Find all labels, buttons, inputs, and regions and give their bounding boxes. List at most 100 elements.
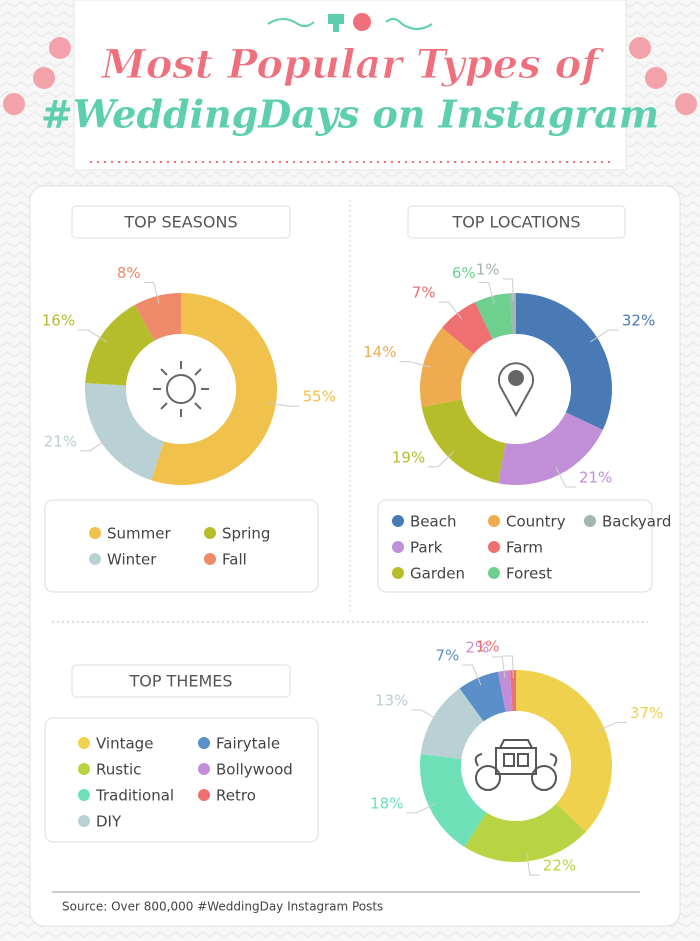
data-label: 21% xyxy=(44,432,77,450)
legend-label: Rustic xyxy=(96,761,141,779)
legend-label: Spring xyxy=(222,525,270,543)
donut-slice xyxy=(420,327,474,407)
legend-label: Traditional xyxy=(95,787,174,805)
legend-swatch xyxy=(392,515,404,527)
leader-line xyxy=(590,329,619,343)
legend-label: Winter xyxy=(107,551,157,569)
title-box xyxy=(71,664,291,698)
data-label: 1% xyxy=(476,638,500,656)
legend-label: Retro xyxy=(216,787,256,805)
donut-slice xyxy=(516,670,613,832)
legend-label: Fall xyxy=(222,551,247,569)
leader-line xyxy=(80,438,109,452)
legend-swatch xyxy=(198,737,210,749)
pin-icon xyxy=(498,362,534,418)
data-label: 18% xyxy=(370,794,403,812)
legend-label: Vintage xyxy=(96,735,153,753)
leader-line xyxy=(502,655,514,679)
legend-swatch xyxy=(78,737,90,749)
legend-swatch xyxy=(198,789,210,801)
leader-line xyxy=(399,361,431,368)
data-label: 21% xyxy=(579,469,612,487)
legend-swatch xyxy=(204,553,216,565)
chart-title: TOP SEASONS xyxy=(123,213,237,232)
leader-line xyxy=(478,281,495,304)
donut-slice xyxy=(509,293,516,335)
legend-swatch xyxy=(78,763,90,775)
donut-hole xyxy=(461,334,571,444)
leader-line xyxy=(555,467,576,488)
legend-label: Farm xyxy=(506,539,543,557)
donut-slice xyxy=(134,293,181,341)
legend-swatch xyxy=(204,527,216,539)
data-label: 6% xyxy=(452,264,476,282)
legend-label: Bollywood xyxy=(216,761,293,779)
leader-line xyxy=(78,329,107,343)
legend-label: Forest xyxy=(506,565,552,583)
legend-box xyxy=(44,499,319,593)
data-label: 14% xyxy=(363,343,396,361)
legend-label: Backyard xyxy=(602,513,671,531)
legend-swatch xyxy=(89,527,101,539)
legend-label: Park xyxy=(410,539,443,557)
data-label: 16% xyxy=(42,312,75,330)
donut-slice xyxy=(509,670,516,712)
donut-slice xyxy=(464,803,586,862)
leader-line xyxy=(411,709,441,722)
donut-slice xyxy=(420,688,484,760)
legend-swatch xyxy=(89,553,101,565)
banner-decoration xyxy=(3,13,697,163)
data-label: 19% xyxy=(392,448,425,466)
title-box xyxy=(407,205,626,239)
donut-slice xyxy=(498,670,513,712)
donut-slice xyxy=(151,293,277,486)
chart-title: TOP LOCATIONS xyxy=(451,213,580,232)
donut-slice xyxy=(475,293,513,340)
data-label: 1% xyxy=(476,261,500,279)
legend-swatch xyxy=(584,515,596,527)
data-label: 13% xyxy=(375,692,408,710)
legend-swatch xyxy=(392,541,404,553)
data-label: 22% xyxy=(543,857,576,875)
legend-label: Summer xyxy=(107,525,171,543)
leader-line xyxy=(406,803,437,814)
legend-swatch xyxy=(392,567,404,579)
leader-line xyxy=(438,301,463,320)
title-box xyxy=(71,205,291,239)
donut-slice xyxy=(420,753,487,848)
donut-slice xyxy=(459,671,506,722)
legend-label: Fairytale xyxy=(216,735,280,753)
donut-slice xyxy=(85,304,155,386)
leader-line xyxy=(502,278,514,302)
legend-swatch xyxy=(488,515,500,527)
sun-icon xyxy=(153,361,209,417)
data-label: 7% xyxy=(412,284,436,302)
title-line: #WeddingDays on Instagram xyxy=(41,92,659,137)
legend-swatch xyxy=(488,541,500,553)
donut-hole xyxy=(461,711,571,821)
data-label: 2% xyxy=(465,638,489,656)
data-label: 55% xyxy=(303,388,336,406)
chart-title: TOP THEMES xyxy=(128,672,232,691)
data-label: 37% xyxy=(630,704,663,722)
leader-line xyxy=(526,853,540,876)
donut-slice xyxy=(516,293,612,430)
banner xyxy=(73,0,627,171)
carriage-icon xyxy=(474,739,558,791)
legend-swatch xyxy=(78,815,90,827)
data-label: 32% xyxy=(622,312,655,330)
legend-label: Country xyxy=(506,513,566,531)
donut-hole xyxy=(126,334,236,444)
legend-swatch xyxy=(198,763,210,775)
donut-slice xyxy=(421,399,506,484)
leader-line xyxy=(143,281,160,304)
legend-box xyxy=(377,499,653,593)
legend-swatch xyxy=(488,567,500,579)
legend-label: DIY xyxy=(96,813,122,831)
legend-label: Garden xyxy=(410,565,465,583)
leader-line xyxy=(492,656,506,679)
legend-swatch xyxy=(78,789,90,801)
data-label: 8% xyxy=(117,264,141,282)
source: Source: Over 800,000 #WeddingDay Instagr… xyxy=(62,900,383,914)
leader-line xyxy=(462,664,482,686)
